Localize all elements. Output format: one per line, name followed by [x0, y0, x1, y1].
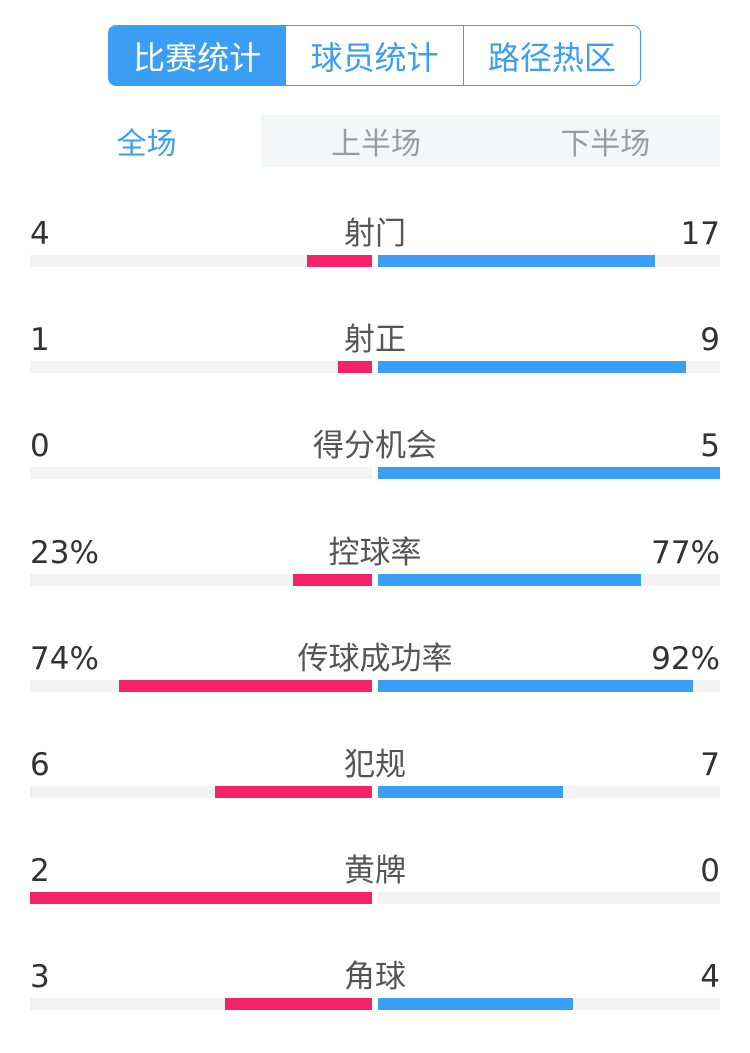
- home-bar: [307, 255, 372, 267]
- away-bar: [378, 255, 656, 267]
- home-bar: [30, 892, 372, 905]
- away-bar-track: [378, 786, 720, 798]
- away-value: 92%: [651, 640, 720, 677]
- home-bar: [118, 679, 372, 692]
- stat-row: 6 犯规 7: [0, 745, 750, 845]
- period-tab-bar: 全场 上半场 下半场: [32, 115, 720, 167]
- home-value: 4: [30, 216, 50, 252]
- stat-name: 射门: [344, 216, 406, 252]
- home-bar-track: [30, 679, 372, 692]
- home-value: 1: [30, 322, 50, 359]
- stat-name: 控球率: [328, 534, 422, 571]
- tab-second-half[interactable]: 下半场: [560, 127, 651, 162]
- away-value: 0: [700, 853, 720, 890]
- stat-row: 2 黄牌 0: [0, 851, 750, 951]
- stat-row: 4 射门 17: [0, 214, 750, 314]
- tab-player-stats[interactable]: 球员统计: [285, 26, 462, 85]
- tab-match-stats[interactable]: 比赛统计: [109, 26, 286, 85]
- away-bar: [378, 573, 642, 586]
- stat-name: 射正: [344, 322, 406, 359]
- stat-row: 74% 传球成功率 92%: [0, 639, 750, 739]
- away-bar-track: [378, 998, 720, 1011]
- home-value: 2: [30, 853, 50, 890]
- stat-row: 1 射正 9: [0, 320, 750, 420]
- home-value: 3: [30, 959, 50, 996]
- tab-first-half[interactable]: 上半场: [330, 127, 421, 162]
- top-tab-bar: 比赛统计 球员统计 路径热区: [108, 25, 641, 86]
- home-bar: [214, 786, 372, 798]
- away-bar-track: [378, 679, 720, 692]
- away-bar: [378, 467, 720, 480]
- home-value: 6: [30, 747, 50, 783]
- away-bar-track: [378, 573, 720, 586]
- home-bar-track: [30, 255, 372, 267]
- home-bar: [224, 998, 372, 1011]
- away-bar: [378, 998, 573, 1011]
- stat-row: 23% 控球率 77%: [0, 533, 750, 633]
- tab-heatmap[interactable]: 路径热区: [462, 26, 640, 85]
- home-bar-track: [30, 361, 372, 374]
- home-bar: [337, 361, 372, 374]
- home-bar-track: [30, 467, 372, 480]
- away-bar-track: [378, 892, 720, 905]
- away-value: 4: [700, 959, 720, 996]
- away-bar: [378, 679, 693, 692]
- away-value: 9: [700, 322, 720, 359]
- stat-name: 犯规: [344, 747, 406, 783]
- away-bar-track: [378, 361, 720, 374]
- stat-row: 0 得分机会 5: [0, 426, 750, 526]
- home-bar-track: [30, 573, 372, 586]
- tab-full-match[interactable]: 全场: [32, 115, 262, 167]
- away-bar-track: [378, 467, 720, 480]
- home-bar-track: [30, 998, 372, 1011]
- away-bar: [378, 786, 563, 798]
- stat-name: 黄牌: [344, 853, 406, 890]
- stat-name: 得分机会: [313, 428, 437, 465]
- home-value: 23%: [30, 534, 99, 571]
- away-value: 77%: [651, 534, 720, 571]
- home-bar-track: [30, 786, 372, 798]
- home-bar-track: [30, 892, 372, 905]
- away-value: 17: [680, 216, 720, 252]
- away-bar: [378, 361, 686, 374]
- stat-name: 角球: [344, 959, 406, 996]
- home-bar: [293, 573, 372, 586]
- away-value: 7: [700, 747, 720, 783]
- stat-name: 传球成功率: [297, 640, 453, 677]
- stat-row: 3 角球 4: [0, 957, 750, 1053]
- away-bar-track: [378, 255, 720, 267]
- home-value: 74%: [30, 640, 99, 677]
- home-value: 0: [30, 428, 50, 465]
- away-value: 5: [700, 428, 720, 465]
